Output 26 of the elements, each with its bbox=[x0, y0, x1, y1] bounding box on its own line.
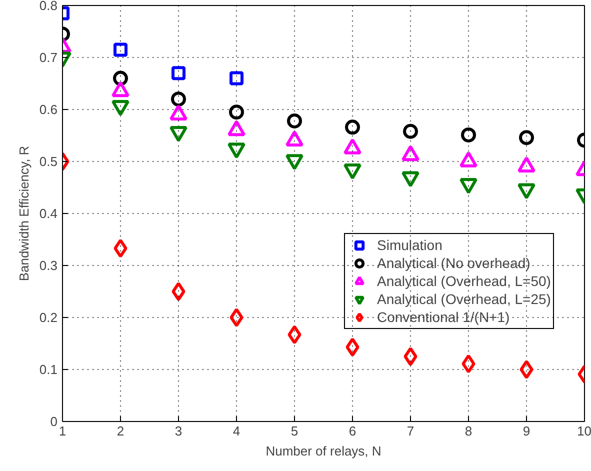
y-tick-label: 0.2 bbox=[39, 310, 58, 325]
y-tick-label: 0.1 bbox=[39, 362, 58, 377]
y-tick-label: 0 bbox=[50, 414, 58, 429]
x-axis-title: Number of relays, N bbox=[266, 444, 382, 458]
x-tick-label: 5 bbox=[290, 424, 298, 438]
y-tick-label: 0.8 bbox=[39, 0, 58, 13]
legend-label: Analytical (Overhead, L=50) bbox=[377, 272, 551, 290]
x-tick-label: 10 bbox=[577, 424, 591, 438]
x-tick-label: 4 bbox=[232, 424, 240, 438]
y-tick-label: 0.5 bbox=[39, 154, 58, 169]
y-tick-label: 0.3 bbox=[39, 258, 58, 273]
x-tick-label: 3 bbox=[174, 424, 182, 438]
x-tick-label: 7 bbox=[406, 424, 414, 438]
y-tick-label: 0.4 bbox=[39, 206, 58, 221]
legend-label: Simulation bbox=[377, 236, 442, 254]
x-tick-label: 2 bbox=[116, 424, 124, 438]
x-tick-label: 1 bbox=[58, 424, 66, 438]
y-tick-label: 0.7 bbox=[39, 50, 58, 65]
x-tick-label: 9 bbox=[522, 424, 530, 438]
legend-label: Conventional 1/(N+1) bbox=[377, 308, 510, 326]
legend-label: Analytical (Overhead, L=25) bbox=[377, 290, 551, 308]
legend-label: Analytical (No overhead) bbox=[377, 254, 530, 272]
y-axis-title: Bandwidth Efficiency, R bbox=[16, 146, 32, 282]
x-tick-label: 6 bbox=[348, 424, 356, 438]
x-tick-label: 8 bbox=[464, 424, 472, 438]
y-tick-label: 0.6 bbox=[39, 102, 58, 117]
